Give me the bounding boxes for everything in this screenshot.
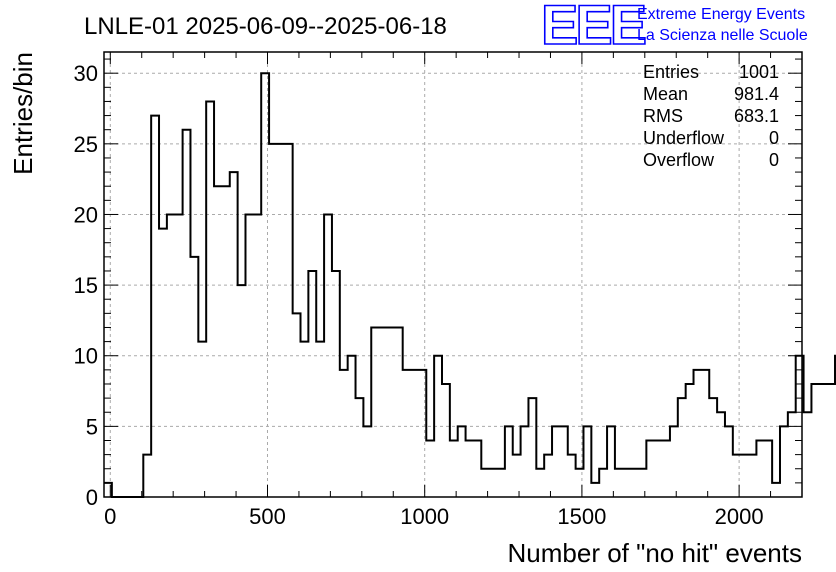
stat-overflow-label: Overflow (643, 150, 715, 170)
x-tick-label: 0 (104, 504, 116, 529)
logo-line1: Extreme Energy Events (637, 6, 805, 23)
x-tick-label: 2000 (715, 504, 764, 529)
axes-frame (103, 51, 803, 498)
stat-mean-label: Mean (643, 84, 688, 104)
y-tick-label: 10 (74, 344, 98, 369)
histogram-series (104, 72, 836, 498)
y-tick-label: 0 (86, 485, 98, 510)
x-axis-ticks: 0 500 1000 1500 2000 (104, 52, 803, 529)
stat-entries-label: Entries (643, 62, 699, 82)
plot-frame (103, 51, 803, 498)
stat-rms-value: 683.1 (734, 106, 779, 126)
x-tick-label: 1500 (557, 504, 606, 529)
stats-box: Entries 1001 Mean 981.4 RMS 683.1 Underf… (643, 62, 779, 170)
y-tick-label: 15 (74, 273, 98, 298)
chart-title: LNLE-01 2025-06-09--2025-06-18 (84, 13, 447, 40)
stat-underflow-value: 0 (769, 128, 779, 148)
histogram-outline (104, 72, 836, 498)
x-tick-label: 1000 (400, 504, 449, 529)
y-tick-label: 5 (86, 414, 98, 439)
eee-logo: EEE Extreme Energy Events La Scienza nel… (540, 0, 808, 57)
grid-lines (104, 52, 802, 497)
stat-overflow-value: 0 (769, 150, 779, 170)
y-axis-label: Entries/bin (8, 52, 38, 175)
y-tick-label: 30 (74, 61, 98, 86)
stat-underflow-label: Underflow (643, 128, 725, 148)
x-tick-label: 500 (249, 504, 286, 529)
y-tick-label: 25 (74, 132, 98, 157)
stat-mean-value: 981.4 (734, 84, 779, 104)
stat-rms-label: RMS (643, 106, 683, 126)
x-axis-label: Number of "no hit" events (508, 538, 803, 568)
stat-entries-value: 1001 (739, 62, 779, 82)
y-axis-ticks: 0 5 10 15 20 25 30 (74, 58, 802, 510)
logo-letters: EEE (541, 0, 646, 56)
logo-line2: La Scienza nelle Scuole (637, 27, 808, 44)
y-tick-label: 20 (74, 202, 98, 227)
